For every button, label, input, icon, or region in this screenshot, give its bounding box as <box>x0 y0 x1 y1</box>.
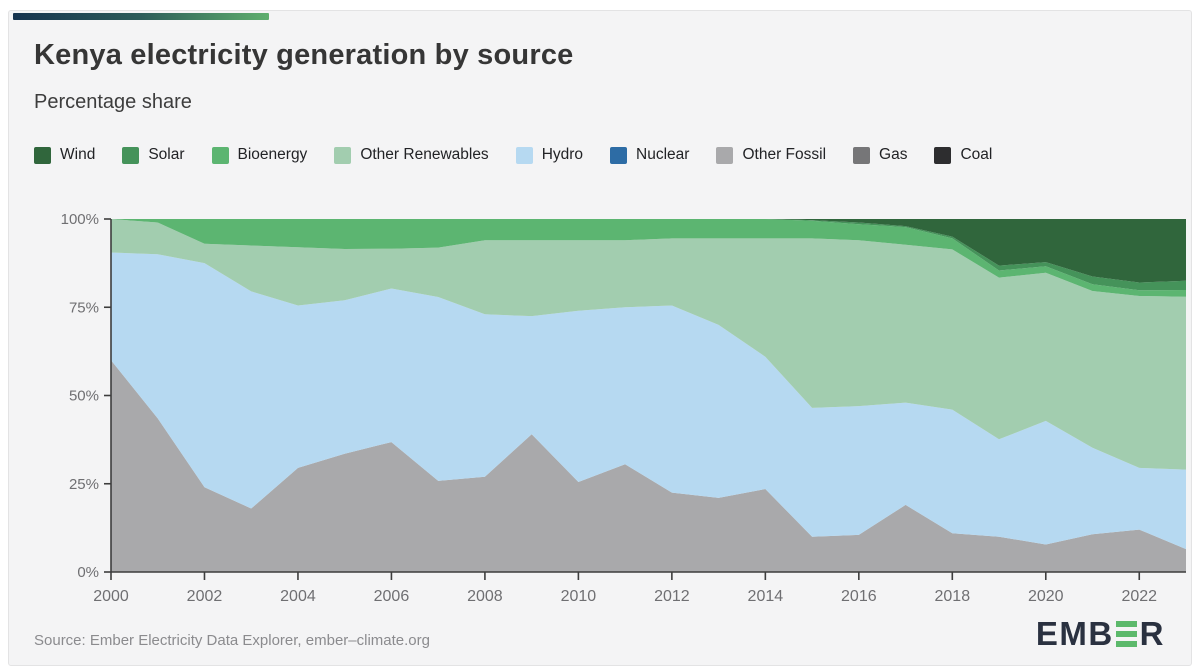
legend-item-wind: Wind <box>34 146 95 164</box>
legend-label: Other Fossil <box>742 146 827 163</box>
y-tick-label: 100% <box>61 211 99 228</box>
ember-logo: EMB R <box>1036 615 1165 653</box>
legend-label: Coal <box>960 146 993 163</box>
x-tick-label: 2018 <box>935 588 971 605</box>
x-tick-label: 2004 <box>280 588 316 605</box>
legend-label: Wind <box>60 146 96 163</box>
legend-swatch-nuclear <box>610 146 628 164</box>
logo-text-r: R <box>1139 615 1165 652</box>
logo-bar <box>1115 621 1137 627</box>
area-band-wind <box>111 219 1186 283</box>
area-band-other-fossil <box>111 360 1186 572</box>
legend-swatch-other-renewables <box>334 146 352 164</box>
y-tick-label: 25% <box>69 476 99 493</box>
legend-swatch-coal <box>934 146 952 164</box>
legend-label: Solar <box>148 146 185 163</box>
chart-card: Kenya electricity generation by source P… <box>8 10 1192 666</box>
logo-bar <box>1115 631 1137 637</box>
x-tick-label: 2020 <box>1028 588 1064 605</box>
page-title: Kenya electricity generation by source <box>34 39 574 71</box>
legend-swatch-other-fossil <box>716 146 734 164</box>
x-tick-label: 2014 <box>748 588 784 605</box>
legend-item-bioenergy: Bioenergy <box>211 146 308 164</box>
x-tick-label: 2010 <box>561 588 597 605</box>
area-chart-svg: 0% 25% 50% 75% 100% 2000 2002 2004 2006 2008 2010 2… <box>61 211 1186 605</box>
legend-item-other-fossil: Other Fossil <box>716 146 826 164</box>
legend-swatch-wind <box>34 146 51 164</box>
legend-swatch-solar <box>122 146 140 164</box>
y-tick-label: 0% <box>77 564 99 581</box>
legend-label: Gas <box>879 146 908 163</box>
stacked-area-chart: 0% 25% 50% 75% 100% 2000 2002 2004 2006 2008 2010 2… <box>9 191 1191 611</box>
x-tick-label: 2000 <box>93 588 129 605</box>
x-tick-label: 2012 <box>654 588 690 605</box>
legend-label: Hydro <box>541 146 584 163</box>
source-text: Source: Ember Electricity Data Explorer,… <box>34 632 430 649</box>
legend-label: Nuclear <box>636 146 690 163</box>
legend-item-nuclear: Nuclear <box>610 146 689 164</box>
x-tick-label: 2022 <box>1121 588 1157 605</box>
legend-item-other-renewables: Other Renewables <box>334 146 489 164</box>
brand-gradient-bar <box>13 13 269 20</box>
x-tick-label: 2008 <box>467 588 503 605</box>
logo-text-emb: EMB <box>1035 615 1114 652</box>
area-band-hydro <box>111 252 1186 550</box>
x-tick-label: 2006 <box>374 588 410 605</box>
legend-swatch-hydro <box>515 146 533 164</box>
legend-item-hydro: Hydro <box>515 146 584 164</box>
x-tick-label: 2016 <box>841 588 877 605</box>
legend: Wind Solar Bioenergy Other Renewables Hydro N… <box>34 146 1171 164</box>
logo-letter-e-bars-icon <box>1115 621 1137 647</box>
y-tick-label: 75% <box>69 299 99 316</box>
legend-item-coal: Coal <box>934 146 992 164</box>
logo-bar <box>1115 641 1137 647</box>
y-tick-label: 50% <box>69 388 99 405</box>
legend-swatch-gas <box>853 146 871 164</box>
legend-swatch-bioenergy <box>211 146 229 164</box>
x-tick-label: 2002 <box>187 588 223 605</box>
legend-item-gas: Gas <box>853 146 907 164</box>
legend-label: Other Renewables <box>360 146 489 163</box>
legend-item-solar: Solar <box>122 146 185 164</box>
area-band-other-renewables <box>111 219 1186 470</box>
page-subtitle: Percentage share <box>34 91 192 113</box>
legend-label: Bioenergy <box>237 146 308 163</box>
area-band-bioenergy <box>111 219 1186 297</box>
